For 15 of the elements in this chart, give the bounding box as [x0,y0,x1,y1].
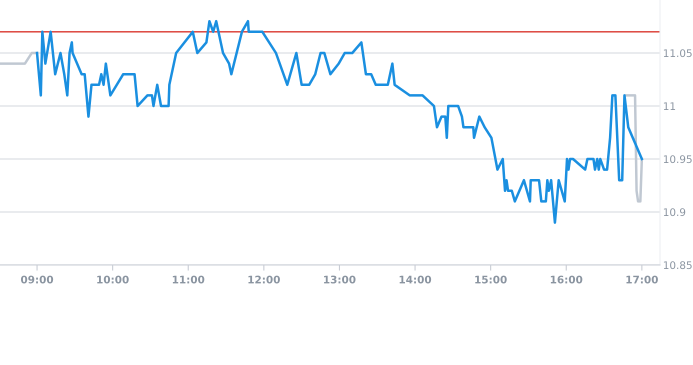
y-tick-label: 11.05 [664,49,692,58]
x-tick-label: 11:00 [172,276,204,284]
y-tick-label: 10.85 [664,261,692,270]
y-tick-label: 11 [664,102,676,110]
x-tick-label: 15:00 [475,276,507,284]
x-tick-label: 14:00 [400,276,432,284]
x-tick-label: 09:00 [20,276,54,284]
y-tick-label: 10.95 [664,155,692,164]
x-tick-label: 12:00 [248,276,280,284]
x-tick-label: 17:00 [626,276,658,284]
x-tick-label: 10:00 [97,276,129,284]
x-tick-label: 16:00 [550,276,582,284]
line-series [36,20,644,224]
x-tick-label: 13:00 [324,276,356,284]
y-tick-label: 10.9 [664,208,686,216]
